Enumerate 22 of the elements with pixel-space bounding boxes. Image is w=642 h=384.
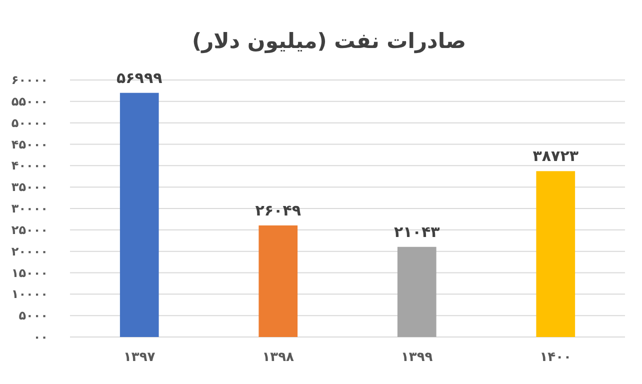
value-label: ۲۶۰۴۹ bbox=[255, 201, 302, 220]
xtick: ۱۳۹۷ bbox=[124, 350, 156, 365]
ytick: ۶۰۰۰۰ bbox=[11, 73, 48, 87]
ytick: ۱۰۰۰۰ bbox=[11, 287, 48, 302]
ytick: ۲۰۰۰۰ bbox=[11, 244, 48, 258]
value-label: ۲۱۰۴۳ bbox=[394, 222, 440, 241]
ytick: ۴۵۰۰۰ bbox=[11, 137, 48, 152]
ytick: ۱۵۰۰۰ bbox=[11, 266, 48, 280]
xtick: ۱۳۹۸ bbox=[262, 350, 294, 365]
ytick: ۳۵۰۰۰ bbox=[11, 180, 48, 194]
xtick: ۱۴۰۰ bbox=[540, 350, 572, 365]
ytick: ۵۰۰۰۰ bbox=[11, 116, 48, 130]
xtick: ۱۳۹۹ bbox=[401, 350, 433, 365]
title: صادرات نفت (میلیون دلار) bbox=[192, 29, 466, 53]
ytick: ۵۰۰۰ bbox=[18, 308, 48, 323]
ytick: ۰۰ bbox=[33, 330, 48, 344]
ytick: ۲۵۰۰۰ bbox=[11, 222, 48, 237]
ytick: ۳۰۰۰۰ bbox=[11, 202, 48, 216]
value-label: ۳۸۷۲۳ bbox=[532, 147, 579, 166]
value-label: ۵۶۹۹۹ bbox=[116, 68, 162, 87]
ytick: ۵۵۰۰۰ bbox=[11, 94, 48, 108]
ytick: ۴۰۰۰۰ bbox=[11, 158, 48, 173]
